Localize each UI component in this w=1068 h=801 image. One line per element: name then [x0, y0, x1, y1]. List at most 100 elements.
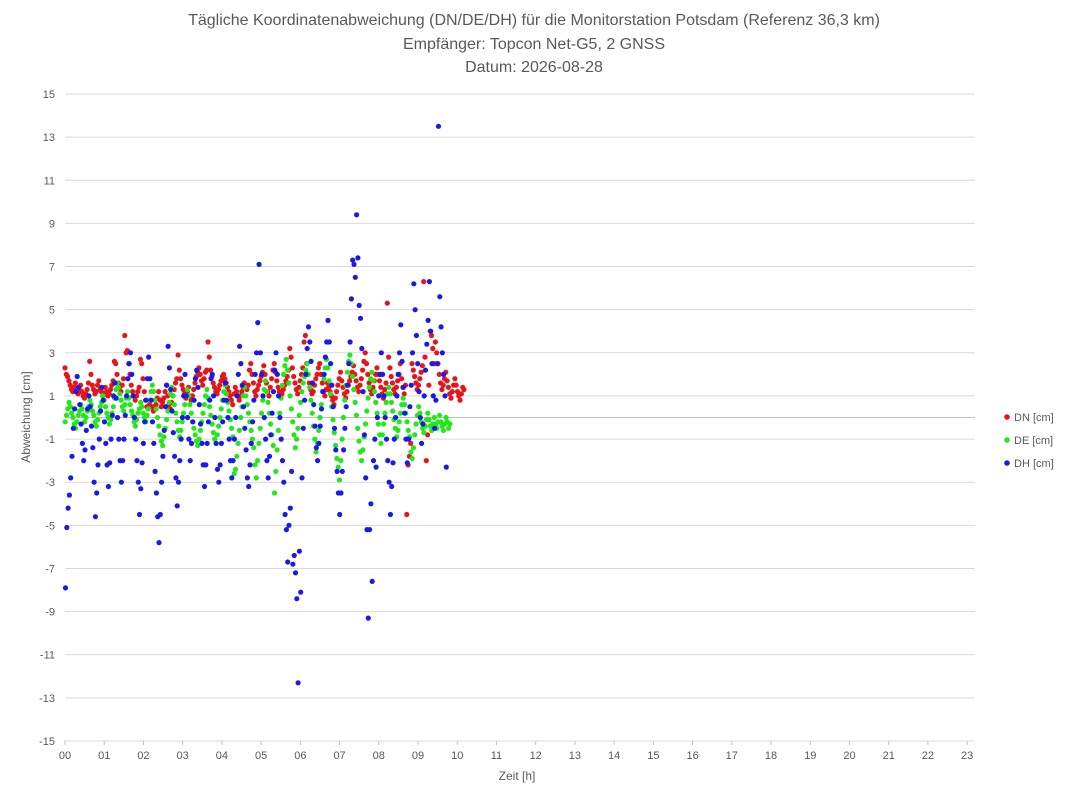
- data-point: [211, 384, 218, 390]
- data-point: [200, 410, 206, 416]
- data-point: [316, 440, 322, 446]
- data-point: [143, 397, 149, 403]
- data-point: [439, 386, 445, 393]
- data-point: [261, 414, 267, 421]
- data-point: [178, 376, 184, 382]
- data-point: [130, 389, 136, 395]
- data-point: [129, 371, 135, 377]
- data-point: [255, 320, 261, 326]
- data-point: [231, 436, 237, 442]
- data-point: [85, 380, 91, 386]
- data-point: [383, 380, 389, 386]
- data-point: [114, 371, 120, 377]
- data-point: [209, 371, 215, 377]
- data-point: [391, 436, 397, 442]
- data-point: [405, 427, 411, 433]
- data-point: [445, 384, 451, 390]
- data-point: [408, 449, 414, 455]
- data-point: [275, 427, 281, 433]
- data-point: [431, 414, 437, 421]
- data-point: [289, 365, 295, 371]
- data-point: [234, 453, 240, 459]
- y-tick-label: 1: [49, 391, 55, 403]
- data-point: [197, 371, 203, 377]
- data-point: [442, 393, 448, 399]
- data-point: [389, 483, 395, 490]
- data-point: [107, 460, 113, 466]
- data-point: [439, 350, 445, 356]
- x-tick-label: 06: [294, 750, 306, 762]
- data-point: [199, 440, 205, 446]
- data-point: [73, 389, 79, 395]
- data-point: [389, 380, 396, 386]
- data-point: [122, 332, 128, 339]
- data-point: [83, 427, 89, 433]
- data-point: [286, 380, 292, 386]
- data-point: [319, 380, 325, 386]
- data-point: [87, 404, 93, 410]
- data-point: [231, 471, 237, 477]
- data-point: [183, 393, 189, 399]
- data-point: [316, 427, 322, 433]
- data-point: [419, 440, 425, 446]
- data-point: [275, 384, 281, 390]
- data-point: [132, 423, 138, 429]
- data-point: [84, 386, 90, 393]
- data-point: [230, 402, 236, 408]
- data-point: [393, 384, 399, 390]
- data-point: [417, 414, 423, 421]
- data-point: [363, 361, 370, 367]
- data-point: [182, 371, 188, 377]
- data-point: [274, 378, 280, 384]
- x-tick-label: 16: [686, 750, 698, 762]
- data-point: [216, 423, 222, 429]
- data-point: [397, 410, 404, 416]
- x-tick-label: 12: [530, 750, 542, 762]
- data-point: [412, 432, 418, 438]
- data-point: [426, 382, 432, 388]
- data-point: [72, 380, 78, 386]
- y-tick-label: -15: [39, 736, 55, 748]
- x-axis-label: Zeit [h]: [499, 769, 536, 783]
- data-point: [208, 412, 214, 418]
- data-point: [366, 380, 372, 386]
- data-point: [432, 339, 438, 345]
- x-tick-label: 02: [137, 750, 149, 762]
- data-point: [215, 386, 221, 393]
- data-point: [238, 361, 244, 367]
- data-point: [430, 345, 436, 352]
- data-point: [432, 425, 438, 431]
- data-point: [239, 382, 245, 388]
- data-point: [366, 384, 372, 390]
- data-point: [112, 380, 118, 386]
- data-point: [340, 414, 346, 421]
- data-point: [341, 447, 347, 453]
- data-point: [334, 455, 340, 462]
- data-point: [338, 490, 344, 496]
- data-point: [107, 386, 114, 393]
- data-point: [268, 432, 274, 438]
- x-tick-label: 04: [216, 750, 228, 762]
- y-tick-label: -5: [45, 520, 55, 532]
- data-point: [77, 402, 83, 408]
- data-point: [370, 378, 376, 384]
- data-point: [145, 406, 151, 412]
- data-point: [247, 462, 253, 468]
- data-point: [362, 350, 368, 356]
- data-point: [305, 324, 312, 330]
- data-point: [62, 365, 68, 371]
- data-point: [295, 391, 301, 397]
- data-point: [224, 397, 230, 403]
- data-point: [417, 376, 423, 382]
- data-point: [302, 397, 308, 403]
- data-point: [210, 430, 216, 436]
- data-point: [354, 212, 360, 218]
- data-point: [69, 410, 75, 416]
- data-point: [159, 399, 166, 405]
- data-point: [136, 511, 143, 518]
- data-point: [304, 345, 310, 352]
- data-point: [236, 427, 242, 433]
- data-point: [399, 376, 405, 382]
- data-point: [313, 376, 319, 382]
- data-point: [281, 371, 287, 377]
